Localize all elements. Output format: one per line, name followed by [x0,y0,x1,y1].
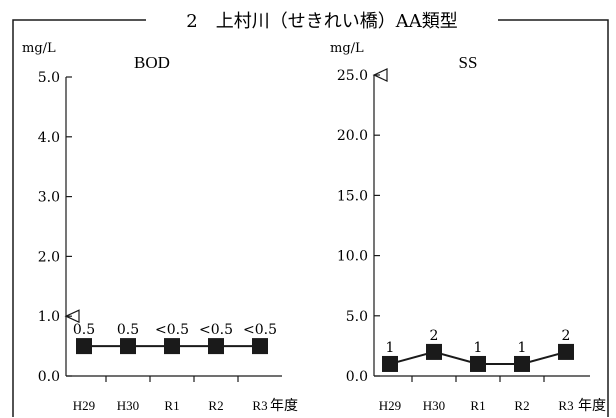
data-label: <0.5 [199,322,233,338]
figure-title: 2 上村川（せきれい橋）AA類型 [186,11,457,32]
data-label: 1 [386,340,395,356]
data-point-marker [76,338,92,355]
chart-panel-bod: mg/L BOD 0.0 1.0 2.0 3.0 4.0 5.0 H29 H30 R1 R2 R3 年度 0… [22,41,298,414]
y-tick-label: 2.0 [38,249,60,265]
x-tick-label: H29 [379,398,401,413]
y-tick-label: 0.0 [346,369,368,385]
x-tick-label: H30 [423,398,445,413]
data-label: 2 [562,328,571,344]
y-tick-label: 15.0 [337,188,368,204]
data-point-marker [208,338,224,355]
y-tick-label: 1.0 [38,309,60,325]
y-tick-label: 20.0 [337,128,368,144]
x-tick-label: R1 [470,398,485,413]
chart-title: SS [459,53,478,72]
y-tick-label: 4.0 [38,130,60,146]
x-tick-label: R2 [514,398,529,413]
y-tick-label: 0.0 [38,369,60,385]
data-point-marker [426,343,442,360]
data-label: <0.5 [243,322,277,338]
x-unit-label: 年度 [270,398,298,414]
data-point-marker [470,355,486,372]
y-tick-label: 5.0 [346,309,368,325]
x-tick-label: R1 [164,398,179,413]
data-label: 1 [474,340,483,356]
y-unit-label: mg/L [330,41,364,56]
environmental-standard-marker [372,68,388,82]
data-point-marker [558,343,574,360]
y-tick-label: 25.0 [337,68,368,84]
data-point-marker [382,355,398,372]
title-background [146,8,498,32]
data-label: 0.5 [73,322,95,338]
environmental-standard-marker [64,309,80,324]
x-tick-label: H29 [73,398,95,413]
x-tick-label: R2 [208,398,223,413]
x-tick-label: H30 [117,398,139,413]
data-label: 0.5 [117,322,139,338]
data-label: 1 [518,340,527,356]
y-tick-label: 5.0 [38,70,60,86]
y-tick-label: 10.0 [337,249,368,265]
data-point-marker [120,338,136,355]
chart-title: BOD [134,53,170,72]
x-tick-label: R3 [558,398,573,413]
data-label: <0.5 [155,322,189,338]
data-point-marker [514,355,530,372]
data-point-marker [252,338,268,355]
y-tick-label: 3.0 [38,190,60,206]
y-unit-label: mg/L [22,41,56,56]
data-label: 2 [430,328,439,344]
x-unit-label: 年度 [578,398,606,414]
x-tick-label: R3 [252,398,267,413]
data-point-marker [164,338,180,355]
chart-panel-ss: mg/L SS 0.0 5.0 10.0 15.0 20.0 25.0 H29 H30 R1 R2 R3… [330,41,606,414]
